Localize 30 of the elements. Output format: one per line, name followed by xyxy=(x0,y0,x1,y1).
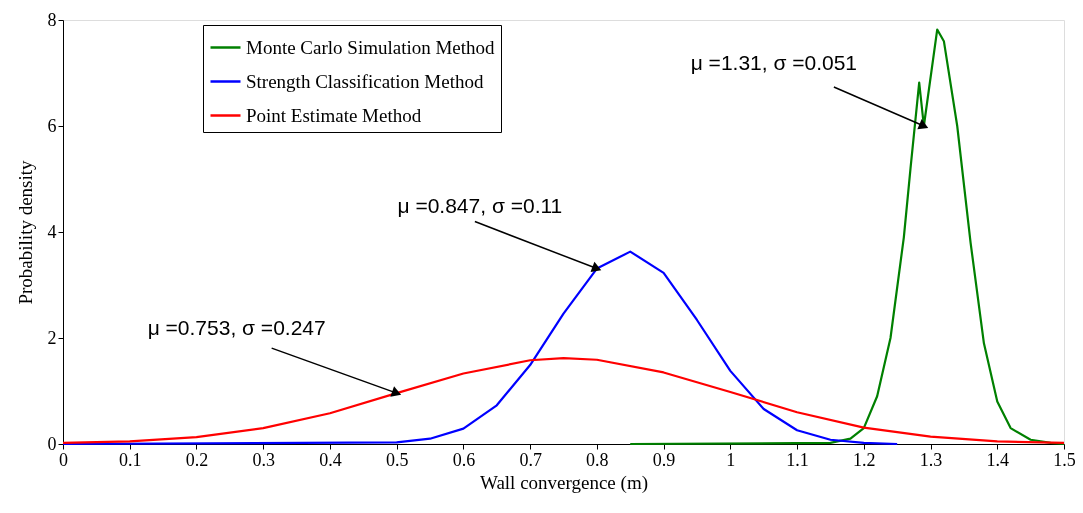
x-tick-label: 1.5 xyxy=(1053,449,1076,470)
legend-label: Point Estimate Method xyxy=(246,104,422,126)
y-tick-label: 0 xyxy=(47,433,57,454)
y-tick-label: 2 xyxy=(47,327,57,348)
x-tick-label: 1.1 xyxy=(786,449,809,470)
x-tick-label: 1 xyxy=(726,449,736,470)
x-tick-label: 0.9 xyxy=(652,449,676,470)
x-tick-label: 0.3 xyxy=(252,449,275,470)
x-tick-label: 0.4 xyxy=(319,449,342,470)
x-tick-label: 1.2 xyxy=(853,449,876,470)
y-tick-label: 4 xyxy=(47,221,57,242)
y-tick-label: 8 xyxy=(47,9,57,30)
annotation: μ =0.753, σ =0.247 xyxy=(147,316,326,340)
x-tick-label: 1.3 xyxy=(919,449,943,470)
line-series xyxy=(629,28,1066,446)
y-axis-title: Probability density xyxy=(14,159,36,305)
x-tick-label: 1.4 xyxy=(986,449,1010,470)
x-tick-label: 0.5 xyxy=(385,449,409,470)
x-tick-label: 0.2 xyxy=(185,449,209,470)
x-tick-label: 0.1 xyxy=(118,449,142,470)
legend-label: Monte Carlo Simulation Method xyxy=(246,36,496,58)
annotation: μ =0.847, σ =0.11 xyxy=(397,193,563,217)
annotation: μ =1.31, σ =0.051 xyxy=(690,51,858,74)
legend-label: Strength Classification Method xyxy=(246,70,484,92)
x-tick-label: 0.7 xyxy=(519,449,542,470)
x-tick-label: 0.8 xyxy=(586,449,609,470)
x-axis-title: Wall convergence (m) xyxy=(480,471,648,494)
x-tick-label: 0.6 xyxy=(452,449,476,470)
line-series xyxy=(61,250,899,446)
y-tick-label: 6 xyxy=(47,115,57,136)
